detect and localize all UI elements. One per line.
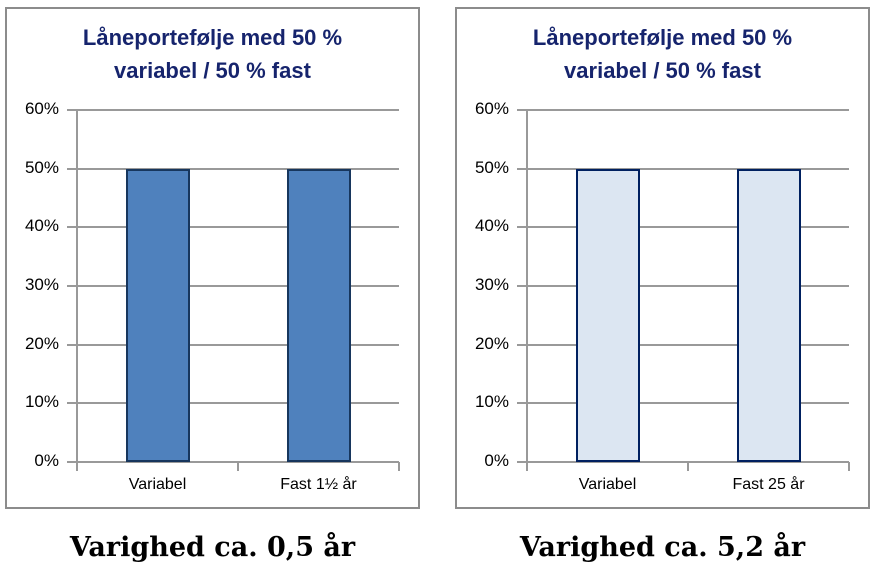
y-gridline xyxy=(67,402,399,405)
chart-title-line2: variabel / 50 % fast xyxy=(114,58,311,83)
chart-title: Låneportefølje med 50 % variabel / 50 % f… xyxy=(457,21,868,87)
y-tick-label: 20% xyxy=(474,333,509,353)
chart-title: Låneportefølje med 50 % variabel / 50 % f… xyxy=(7,21,418,87)
chart-panel-left: Låneportefølje med 50 % variabel / 50 % f… xyxy=(5,7,420,509)
y-tick-label: 50% xyxy=(474,157,509,177)
chart-title-line1: Låneportefølje med 50 % xyxy=(82,25,343,50)
y-gridline xyxy=(67,109,399,111)
y-gridline xyxy=(517,285,849,287)
y-tick-label: 50% xyxy=(24,157,59,177)
x-axis-tick xyxy=(848,462,850,471)
y-tick-label: 10% xyxy=(474,392,509,412)
x-axis-tick xyxy=(398,462,400,471)
y-gridline xyxy=(517,343,849,346)
y-tick-label: 0% xyxy=(484,451,509,470)
x-axis-tick xyxy=(237,462,239,471)
y-gridline xyxy=(517,109,849,111)
y-gridline xyxy=(67,285,399,287)
chart-title-line1: Låneportefølje med 50 % xyxy=(532,25,793,50)
y-tick-label: 30% xyxy=(474,275,509,294)
plot-area: 0% 10% 20% 30% 40% 50% 60% Variabel Fast 1½ år xyxy=(7,9,418,507)
y-axis-line xyxy=(526,110,528,471)
x-category-label: Fast 1½ år xyxy=(280,476,357,493)
plot-area: 0% 10% 20% 30% 40% 50% 60% Variabel Fast 25 år xyxy=(457,9,868,507)
bar xyxy=(736,169,801,462)
y-gridline xyxy=(517,226,849,229)
bar xyxy=(286,169,351,462)
bar xyxy=(575,169,640,462)
y-tick-label: 30% xyxy=(24,275,59,294)
y-tick-label: 10% xyxy=(24,392,59,412)
chart-title-line2: variabel / 50 % fast xyxy=(564,58,761,83)
bar xyxy=(125,169,190,462)
chart-panel-right: Låneportefølje med 50 % variabel / 50 % f… xyxy=(455,7,870,509)
y-tick-label: 40% xyxy=(24,216,59,236)
x-category-label: Fast 25 år xyxy=(732,476,805,493)
y-gridline xyxy=(517,167,849,170)
y-gridline xyxy=(517,402,849,405)
chart-caption-left: Varighed ca. 0,5 år xyxy=(69,532,356,563)
y-gridline xyxy=(67,167,399,170)
x-axis-tick xyxy=(687,462,689,471)
captions-row: Varighed ca. 0,5 år Varighed ca. 5,2 år xyxy=(5,532,870,563)
x-category-label: Variabel xyxy=(128,476,187,493)
y-axis-line xyxy=(76,110,78,471)
chart-caption-right: Varighed ca. 5,2 år xyxy=(519,532,806,563)
y-gridline xyxy=(517,461,849,463)
y-tick-label: 0% xyxy=(34,451,59,470)
y-tick-label: 60% xyxy=(24,99,59,118)
y-tick-label: 40% xyxy=(474,216,509,236)
y-gridline xyxy=(67,226,399,229)
y-gridline xyxy=(67,461,399,463)
y-gridline xyxy=(67,343,399,346)
charts-row: Låneportefølje med 50 % variabel / 50 % f… xyxy=(5,7,870,509)
x-category-label: Variabel xyxy=(578,476,637,493)
y-tick-label: 60% xyxy=(474,99,509,118)
y-tick-label: 20% xyxy=(24,333,59,353)
